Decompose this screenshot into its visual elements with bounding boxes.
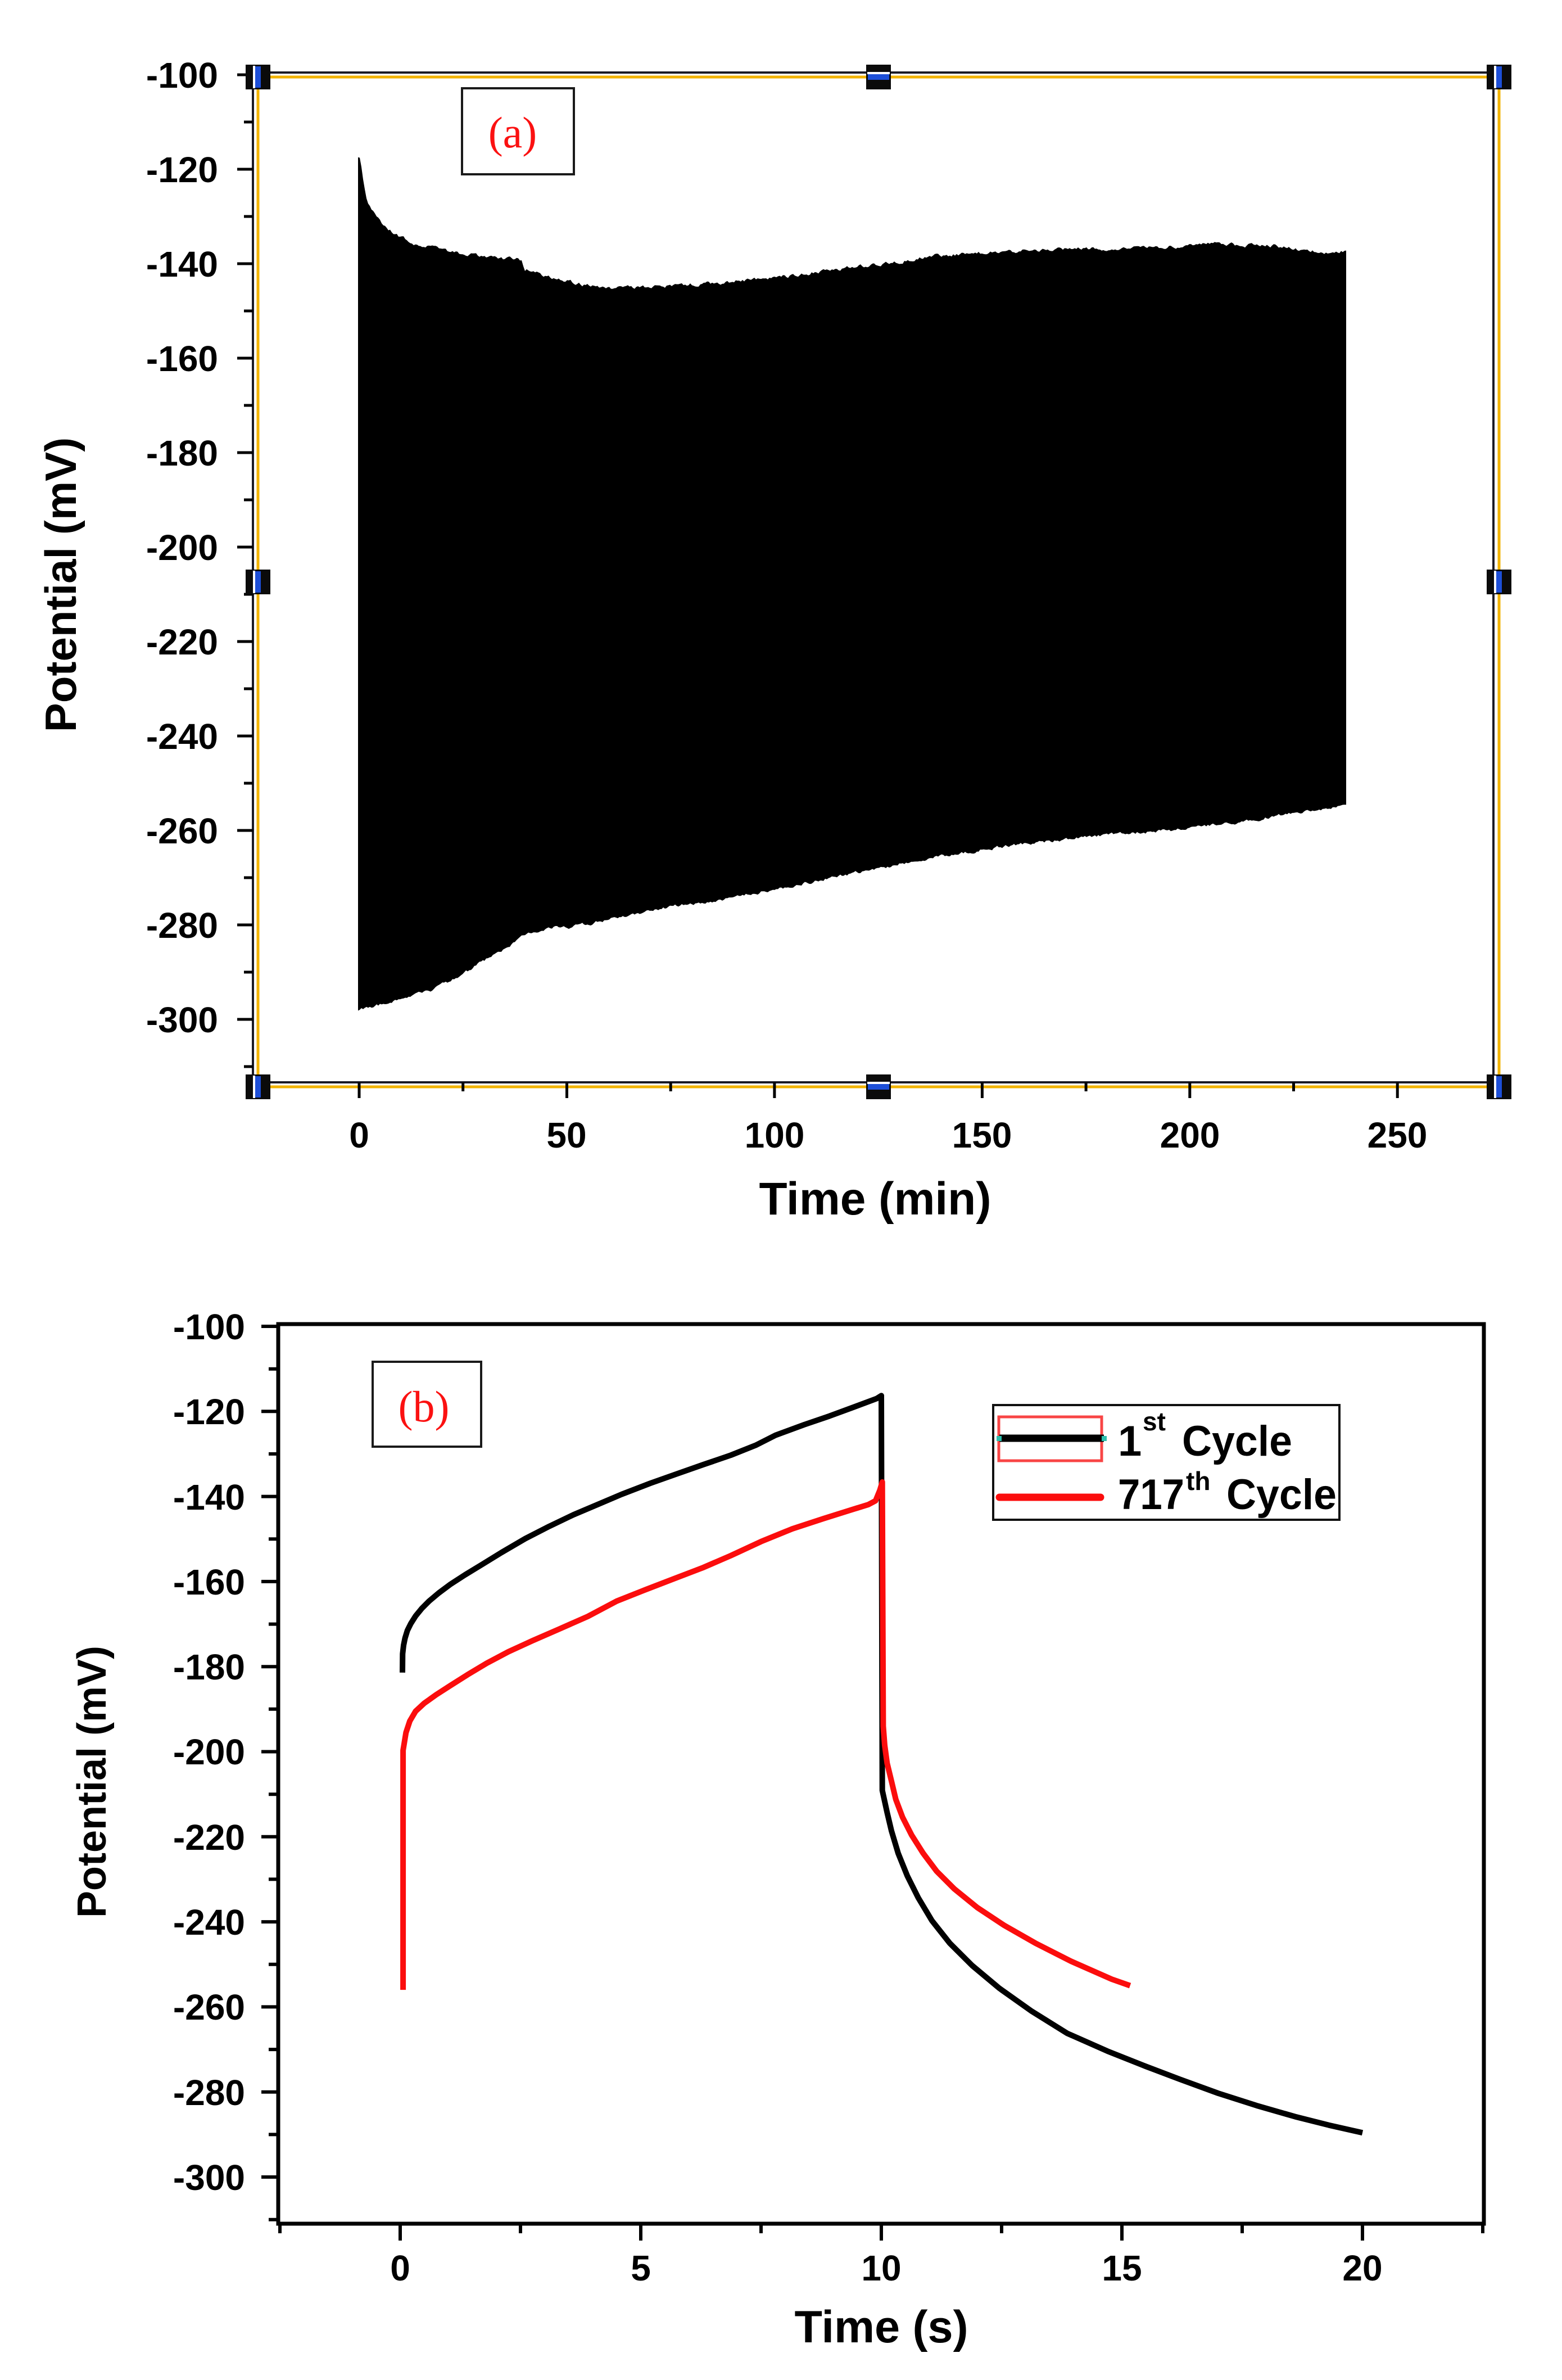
svg-text:10: 10: [861, 2248, 901, 2288]
svg-text:-200: -200: [146, 527, 218, 568]
svg-text:-160: -160: [173, 1562, 245, 1602]
svg-text:-120: -120: [146, 150, 218, 190]
svg-text:-280: -280: [146, 905, 218, 946]
svg-text:-140: -140: [146, 244, 218, 284]
svg-text:-260: -260: [146, 811, 218, 851]
svg-text:-220: -220: [146, 622, 218, 662]
svg-text:-100: -100: [146, 55, 218, 96]
svg-text:-300: -300: [146, 1000, 218, 1040]
svg-text:-200: -200: [173, 1732, 245, 1772]
svg-text:Time (min): Time (min): [759, 1173, 991, 1225]
svg-text:-140: -140: [173, 1477, 245, 1518]
svg-text:250: 250: [1368, 1115, 1428, 1155]
svg-text:(a): (a): [488, 108, 537, 157]
svg-text:20: 20: [1342, 2248, 1382, 2288]
svg-text:-220: -220: [173, 1817, 245, 1858]
svg-text:150: 150: [952, 1115, 1012, 1155]
svg-text:-240: -240: [146, 716, 218, 757]
svg-text:-180: -180: [146, 433, 218, 473]
svg-text:Time (s): Time (s): [794, 2302, 968, 2352]
svg-text:-180: -180: [173, 1647, 245, 1687]
svg-text:-260: -260: [173, 1987, 245, 2027]
svg-text:-240: -240: [173, 1902, 245, 1943]
svg-text:5: 5: [631, 2248, 651, 2288]
svg-text:15: 15: [1102, 2248, 1142, 2288]
svg-text:-280: -280: [173, 2072, 245, 2113]
svg-text:(b): (b): [399, 1382, 450, 1431]
svg-text:50: 50: [546, 1115, 586, 1155]
svg-text:Potential (mV): Potential (mV): [36, 437, 85, 732]
svg-text:-100: -100: [173, 1307, 245, 1347]
svg-text:Potential (mV): Potential (mV): [70, 1646, 115, 1918]
svg-text:-300: -300: [173, 2157, 245, 2198]
svg-text:-160: -160: [146, 338, 218, 379]
svg-text:0: 0: [349, 1115, 369, 1155]
svg-text:0: 0: [390, 2248, 410, 2288]
svg-text:100: 100: [745, 1115, 805, 1155]
svg-text:200: 200: [1160, 1115, 1220, 1155]
svg-text:-120: -120: [173, 1392, 245, 1432]
